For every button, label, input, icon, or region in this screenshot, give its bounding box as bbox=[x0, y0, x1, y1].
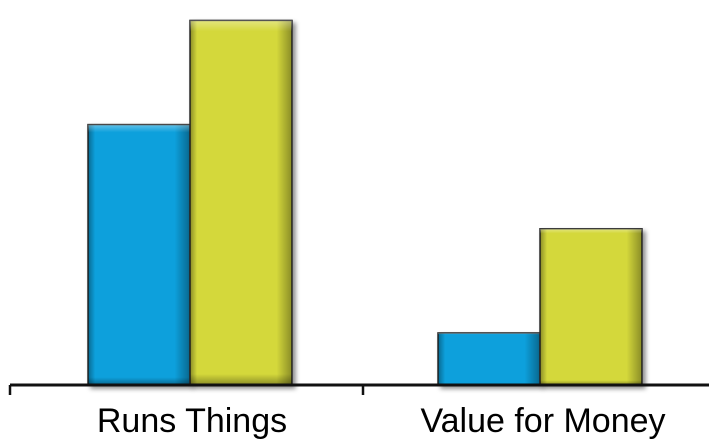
x-axis-ticks bbox=[8, 385, 365, 395]
bar-top-shade bbox=[190, 20, 292, 386]
x-tick-label-1: Value for Money bbox=[420, 402, 665, 440]
bar-1-1 bbox=[539, 228, 643, 386]
category-labels: Runs Things Value for Money bbox=[97, 402, 666, 440]
x-tick-label-0: Runs Things bbox=[97, 402, 287, 440]
bar-top-shade bbox=[88, 124, 190, 385]
bars-group bbox=[87, 19, 643, 386]
bar-0-0 bbox=[87, 123, 191, 386]
bar-0-1 bbox=[189, 19, 293, 386]
bar-1-0 bbox=[437, 332, 541, 386]
bar-top-shade bbox=[540, 228, 642, 385]
bar-top-shade bbox=[438, 332, 540, 385]
